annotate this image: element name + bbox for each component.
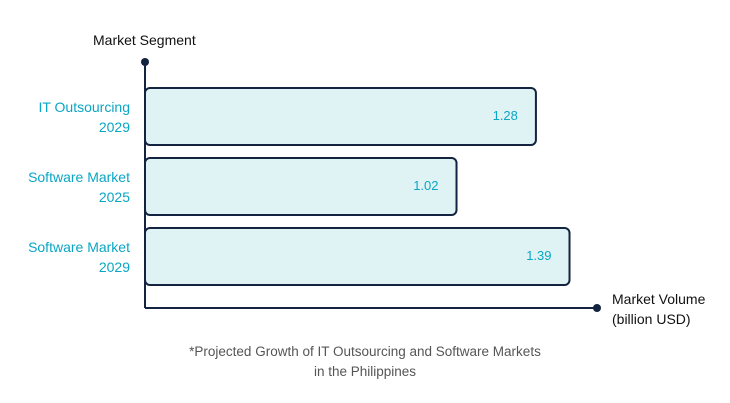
value-label: 1.02 bbox=[413, 178, 438, 193]
value-label: 1.28 bbox=[493, 108, 518, 123]
category-label: Software Market 2029 bbox=[28, 238, 130, 275]
value-label: 1.39 bbox=[526, 248, 551, 263]
y-axis-title: Market Segment bbox=[93, 32, 196, 48]
bar bbox=[144, 87, 537, 146]
y-axis-end bbox=[141, 58, 149, 66]
category-label: Software Market 2025 bbox=[28, 168, 130, 205]
category-label: IT Outsourcing 2029 bbox=[38, 98, 130, 135]
footnote: *Projected Growth of IT Outsourcing and … bbox=[189, 344, 541, 379]
x-axis-end bbox=[593, 304, 601, 312]
bar bbox=[144, 157, 458, 216]
x-axis-title: Market Volume (billion USD) bbox=[612, 291, 706, 327]
bar bbox=[144, 227, 571, 286]
